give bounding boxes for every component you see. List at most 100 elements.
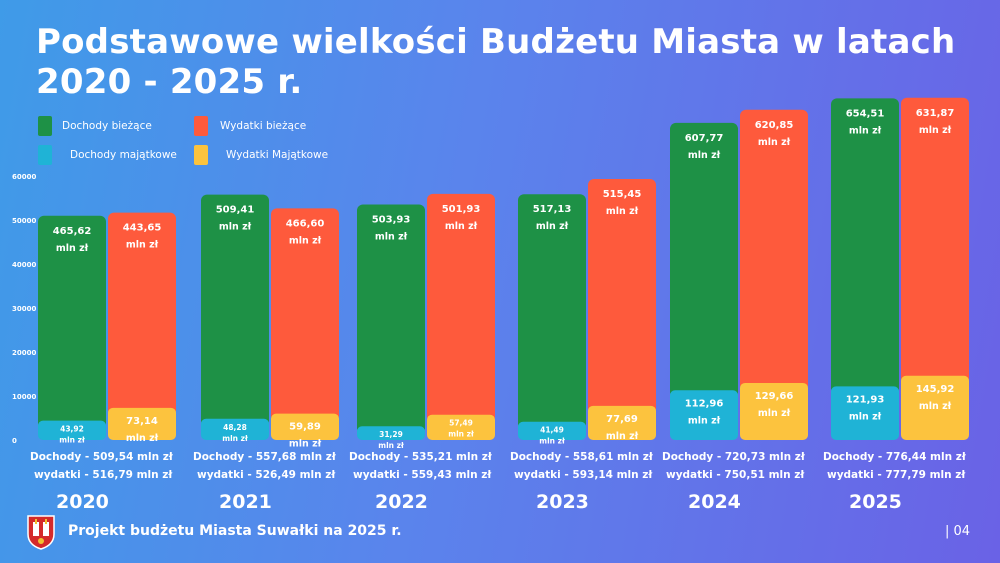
dochody-2023-biezace-bar	[518, 194, 586, 430]
dochody-2022-biezace-value: 503,93	[372, 215, 411, 226]
page-number: | 04	[944, 524, 970, 539]
dochody-2025-biezace-value: 654,51	[846, 108, 885, 119]
y-tick-label: 60000	[12, 173, 36, 181]
dochody-2021-biezace-value: 509,41	[216, 205, 255, 216]
wydatki-2021-biezace-value: 466,60	[286, 218, 325, 229]
dochody-2024-majatkowe-bar	[670, 390, 738, 440]
dochody-2023-majatkowe-unit: mln zł	[539, 437, 565, 446]
wydatki-2022-majatkowe-bar	[427, 414, 495, 440]
city-crest-icon	[27, 515, 55, 550]
wydatki-2021-majatkowe-unit: mln zł	[289, 439, 322, 450]
wydatki-2025-majatkowe-unit: mln zł	[919, 401, 952, 412]
legend-swatch-wydatki-biezace	[194, 116, 208, 136]
dochody-2021-majatkowe-unit: mln zł	[222, 434, 248, 443]
wydatki-2022-biezace-value: 501,93	[442, 204, 481, 215]
legend-label-dochody-majatkowe: Dochody majątkowe	[70, 149, 177, 161]
dochody-2021-majatkowe-bar	[201, 418, 269, 440]
wydatki-2023-biezace-value: 515,45	[603, 189, 642, 200]
dochody-2020-majatkowe-bar	[38, 420, 106, 440]
legend-label-dochody-biezace: Dochody bieżące	[62, 120, 152, 132]
wydatki-2024-majatkowe-unit: mln zł	[758, 408, 791, 419]
dochody-2021-biezace-unit: mln zł	[219, 222, 252, 233]
dochody-2024-biezace-unit: mln zł	[688, 150, 721, 161]
wydatki-summary-2023: wydatki - 593,14 mln zł	[514, 469, 653, 481]
legend-swatch-dochody-biezace	[38, 116, 52, 136]
wydatki-2023-majatkowe-value: 77,69	[606, 414, 638, 425]
wydatki-2024-biezace-value: 620,85	[755, 120, 794, 131]
wydatki-2020-biezace-value: 443,65	[123, 223, 162, 234]
wydatki-summary-2022: wydatki - 559,43 mln zł	[353, 469, 492, 481]
wydatki-summary-2024: wydatki - 750,51 mln zł	[666, 469, 805, 481]
dochody-2022-majatkowe-bar	[357, 426, 425, 440]
y-tick-label: 50000	[12, 217, 36, 225]
dochody-2021-biezace-bar	[201, 194, 269, 427]
y-tick-label: 0	[12, 437, 17, 445]
wydatki-2024-majatkowe-value: 129,66	[755, 391, 794, 402]
wydatki-2020-biezace-unit: mln zł	[126, 240, 159, 251]
dochody-2023-biezace-value: 517,13	[533, 204, 572, 215]
wydatki-2025-majatkowe-bar	[901, 375, 969, 440]
dochody-2024-majatkowe-unit: mln zł	[688, 415, 721, 426]
wydatki-2023-majatkowe-unit: mln zł	[606, 431, 639, 442]
wydatki-2025-biezace-value: 631,87	[916, 108, 955, 119]
dochody-summary-2025: Dochody - 776,44 mln zł	[823, 451, 966, 463]
y-tick-label: 10000	[12, 393, 36, 401]
wydatki-2023-biezace-unit: mln zł	[606, 206, 639, 217]
dochody-2024-biezace-bar	[670, 122, 738, 399]
legend-swatch-wydatki-majatkowe	[194, 145, 208, 165]
year-label-2021: 2021	[219, 491, 272, 513]
wydatki-summary-2021: wydatki - 526,49 mln zł	[197, 469, 336, 481]
dochody-2022-majatkowe-value: 31,29	[379, 430, 403, 439]
dochody-2022-biezace-bar	[357, 204, 425, 435]
y-tick-label: 30000	[12, 305, 36, 313]
wydatki-2024-biezace-unit: mln zł	[758, 137, 791, 148]
y-tick-label: 20000	[12, 349, 36, 357]
footer: Projekt budżetu Miasta Suwałki na 2025 r…	[20, 512, 980, 552]
dochody-2020-majatkowe-value: 43,92	[60, 425, 84, 434]
wydatki-2022-biezace-bar	[427, 193, 495, 423]
wydatki-2023-biezace-bar	[588, 179, 656, 414]
y-axis-ticks: 60000 50000 40000 30000 20000 10000 0	[12, 173, 36, 445]
wydatki-2020-majatkowe-unit: mln zł	[126, 433, 159, 444]
dochody-2020-biezace-unit: mln zł	[56, 243, 89, 254]
dochody-2022-majatkowe-unit: mln zł	[378, 441, 404, 450]
dochody-summary-2023: Dochody - 558,61 mln zł	[510, 451, 653, 463]
wydatki-2025-biezace-unit: mln zł	[919, 125, 952, 136]
wydatki-2024-majatkowe-bar	[740, 382, 808, 440]
year-label-2020: 2020	[56, 491, 109, 513]
wydatki-2022-biezace-unit: mln zł	[445, 221, 478, 232]
year-label-2024: 2024	[688, 491, 741, 513]
wydatki-2021-majatkowe-bar	[271, 413, 339, 440]
dochody-2025-majatkowe-unit: mln zł	[849, 411, 882, 422]
wydatki-2020-biezace-bar	[108, 212, 176, 416]
dochody-2021-majatkowe-value: 48,28	[223, 423, 247, 432]
wydatki-2021-biezace-bar	[271, 208, 339, 422]
wydatki-2021-majatkowe-value: 59,89	[289, 422, 321, 433]
dochody-2024-majatkowe-value: 112,96	[685, 398, 724, 409]
wydatki-summary-2020: wydatki - 516,79 mln zł	[34, 469, 173, 481]
page-title: Podstawowe wielkości Budżetu Miasta w la…	[36, 22, 956, 102]
footer-text: Projekt budżetu Miasta Suwałki na 2025 r…	[68, 523, 402, 539]
legend-label-wydatki-majatkowe: Wydatki Majątkowe	[226, 149, 329, 161]
dochody-2025-biezace-bar	[831, 98, 899, 395]
dochody-2020-biezace-bar	[38, 215, 106, 429]
dochody-2023-majatkowe-bar	[518, 421, 586, 440]
year-label-2023: 2023	[536, 491, 589, 513]
dochody-2023-biezace-unit: mln zł	[536, 221, 569, 232]
dochody-2025-biezace-unit: mln zł	[849, 125, 882, 136]
wydatki-2020-majatkowe-value: 73,14	[126, 416, 158, 427]
wydatki-2024-biezace-bar	[740, 109, 808, 391]
wydatki-2022-majatkowe-unit: mln zł	[448, 430, 474, 439]
year-label-2022: 2022	[375, 491, 428, 513]
bars: 43,92 mln zł 465,62 mln zł 73,14 mln zł 443,65…	[38, 97, 969, 450]
dochody-2024-biezace-value: 607,77	[685, 133, 724, 144]
year-label-2025: 2025	[849, 491, 902, 513]
dochody-2022-biezace-unit: mln zł	[375, 232, 408, 243]
legend-label-wydatki-biezace: Wydatki bieżące	[220, 120, 307, 132]
dochody-2023-majatkowe-value: 41,49	[540, 426, 564, 435]
dochody-summary-2024: Dochody - 720,73 mln zł	[662, 451, 805, 463]
wydatki-summary-2025: wydatki - 777,79 mln zł	[827, 469, 966, 481]
dochody-summary-2020: Dochody - 509,54 mln zł	[30, 451, 173, 463]
wydatki-2023-majatkowe-bar	[588, 405, 656, 440]
